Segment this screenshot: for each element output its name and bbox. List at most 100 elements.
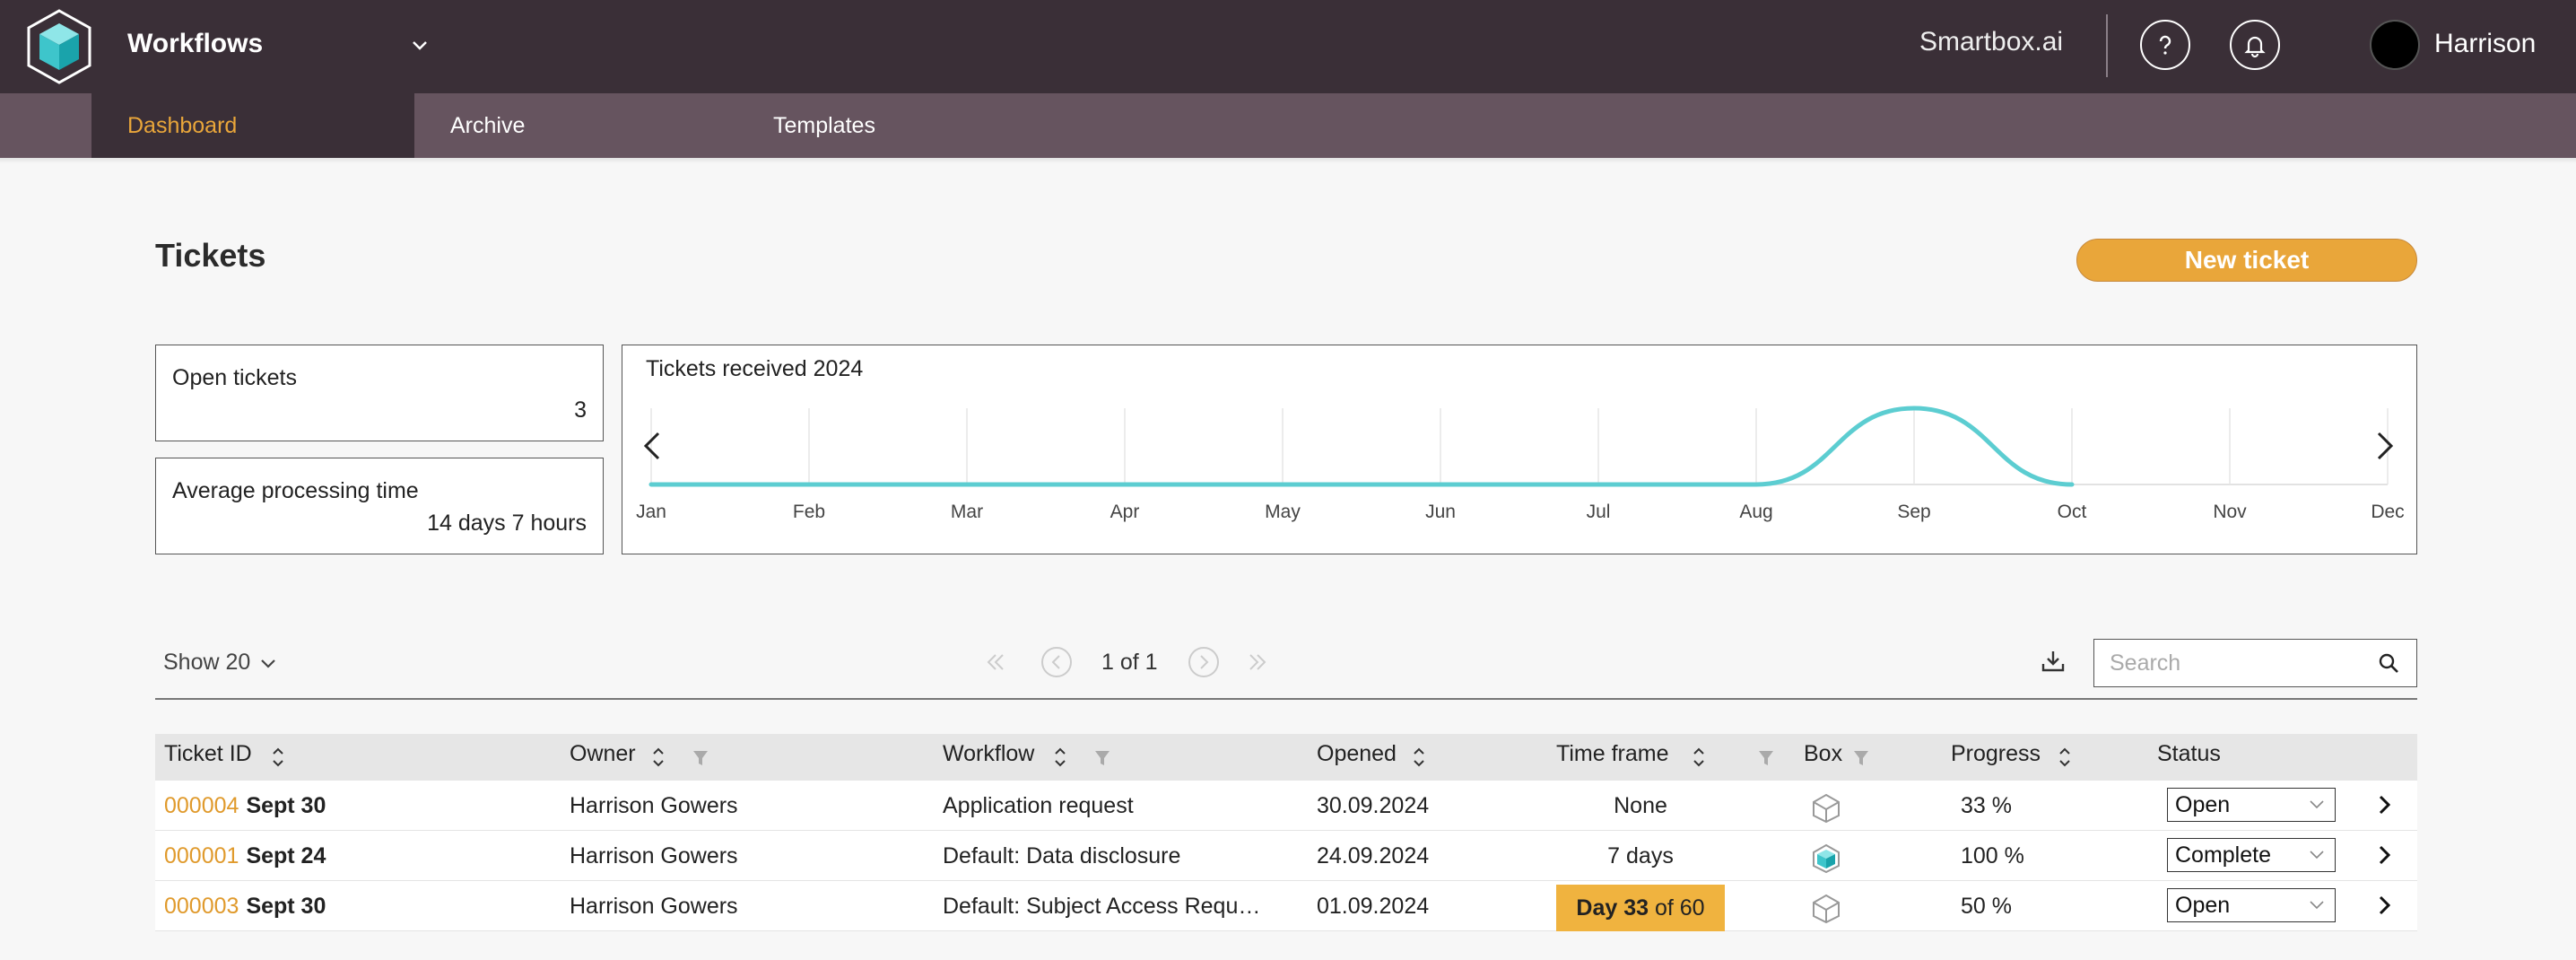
column-header-owner[interactable]: Owner: [570, 741, 636, 766]
sort-icon[interactable]: [1052, 745, 1068, 770]
notifications-button[interactable]: [2230, 20, 2280, 70]
column-header-opened[interactable]: Opened: [1317, 741, 1397, 766]
question-icon: [2159, 35, 2171, 55]
ticket-date: Sept 30: [246, 894, 326, 919]
table-row[interactable]: 000001 Sept 24 Harrison Gowers Default: D…: [155, 831, 2417, 881]
x-tick-label: Jan: [636, 502, 666, 522]
x-tick-label: Dec: [2371, 502, 2404, 522]
open-tickets-label: Open tickets: [172, 365, 297, 390]
ticket-id-link[interactable]: 000001: [164, 843, 239, 868]
x-tick-label: Apr: [1110, 502, 1140, 522]
chevron-right-icon[interactable]: [2376, 793, 2394, 816]
owner-cell: Harrison Gowers: [570, 894, 738, 919]
table-row[interactable]: 000003 Sept 30 Harrison Gowers Default: S…: [155, 881, 2417, 931]
owner-cell: Harrison Gowers: [570, 843, 738, 868]
x-tick-label: Mar: [951, 502, 983, 522]
ticket-date: Sept 30: [246, 793, 326, 818]
user-name[interactable]: Harrison: [2434, 29, 2537, 58]
top-bar: Workflows Smartbox.ai Harrison: [0, 0, 2576, 93]
chevron-right-icon[interactable]: [2376, 894, 2394, 917]
box-outline-icon: [1813, 894, 1840, 924]
chevron-left-icon[interactable]: [639, 428, 666, 464]
ticket-id-cell[interactable]: 000003 Sept 30: [164, 881, 326, 931]
opened-cell: 24.09.2024: [1317, 843, 1430, 868]
status-value: Open: [2175, 893, 2231, 918]
column-header-status: Status: [2157, 741, 2221, 766]
nav-shadow: [0, 158, 2576, 163]
app-name[interactable]: Workflows: [127, 29, 264, 58]
open-tickets-value: 3: [574, 397, 587, 423]
x-tick-label: Oct: [2058, 502, 2087, 522]
table-header: Ticket ID Owner Workflow Opened Time fra…: [155, 734, 2417, 781]
open-tickets-card: Open tickets 3: [155, 345, 604, 441]
column-header-box[interactable]: Box: [1804, 741, 1843, 766]
download-icon[interactable]: [2040, 648, 2067, 675]
box-filled-icon: [1813, 843, 1840, 874]
workflow-cell: Application request: [943, 793, 1134, 818]
column-header-progress[interactable]: Progress: [1951, 741, 2041, 766]
new-ticket-button[interactable]: New ticket: [2076, 239, 2417, 282]
x-tick-label: Aug: [1739, 502, 1772, 522]
last-page-icon[interactable]: [1241, 646, 1274, 678]
nav-bar: Dashboard Archive Templates: [0, 93, 2576, 158]
box-outline-icon: [1813, 793, 1840, 824]
search-icon[interactable]: [2377, 651, 2400, 675]
ticket-date: Sept 24: [246, 843, 326, 868]
sort-icon[interactable]: [650, 745, 666, 770]
tab-archive[interactable]: Archive: [450, 113, 526, 138]
chevron-right-icon[interactable]: [2371, 428, 2398, 464]
tickets-chart-card: Jan Feb Mar Apr May Jun Jul Aug Sep Oct Nov Dec Tic…: [622, 345, 2417, 554]
avg-processing-card: Average processing time 14 days 7 hours: [155, 458, 604, 554]
chevron-right-icon[interactable]: [2376, 843, 2394, 867]
ticket-id-link[interactable]: 000003: [164, 894, 239, 919]
table-row[interactable]: 000004 Sept 30 Harrison Gowers Applicatio…: [155, 781, 2417, 831]
ticket-id-cell[interactable]: 000001 Sept 24: [164, 831, 326, 881]
workflow-cell: Default: Subject Access Requ…: [943, 894, 1261, 919]
tab-templates[interactable]: Templates: [773, 113, 875, 138]
first-page-icon[interactable]: [979, 646, 1012, 678]
x-tick-label: Nov: [2213, 502, 2247, 522]
opened-cell: 30.09.2024: [1317, 793, 1430, 818]
chevron-down-icon: [2310, 800, 2324, 809]
search-input[interactable]: [2095, 641, 2364, 685]
avatar[interactable]: [2370, 20, 2420, 70]
filter-icon[interactable]: [1757, 748, 1775, 768]
filter-icon[interactable]: [1093, 748, 1111, 768]
status-select[interactable]: Complete: [2167, 838, 2336, 872]
chevron-down-icon: [2310, 851, 2324, 860]
tab-dashboard[interactable]: Dashboard: [91, 93, 414, 158]
filter-icon[interactable]: [692, 748, 709, 768]
status-value: Open: [2175, 792, 2231, 817]
divider: [2106, 14, 2108, 77]
sort-icon[interactable]: [1411, 745, 1427, 770]
tickets-chart: Jan Feb Mar Apr May Jun Jul Aug Sep Oct Nov Dec: [636, 406, 2405, 522]
time-frame-cell: 7 days: [1607, 843, 1674, 868]
help-button[interactable]: [2140, 20, 2190, 70]
column-header-workflow[interactable]: Workflow: [943, 741, 1035, 766]
prev-page-icon[interactable]: [1040, 646, 1073, 678]
search-box: [2093, 639, 2417, 687]
chevron-down-icon[interactable]: [409, 34, 431, 56]
sort-icon[interactable]: [1691, 745, 1707, 770]
column-header-ticket-id[interactable]: Ticket ID: [164, 741, 252, 766]
x-tick-label: Jun: [1425, 502, 1456, 522]
status-select[interactable]: Open: [2167, 888, 2336, 922]
column-header-time-frame[interactable]: Time frame: [1556, 741, 1669, 766]
time-frame-badge: Day 33 of 60: [1556, 885, 1725, 931]
workflow-cell: Default: Data disclosure: [943, 843, 1181, 868]
filter-icon[interactable]: [1852, 748, 1870, 768]
x-tick-label: Feb: [793, 502, 825, 522]
time-frame-cell: None: [1614, 793, 1667, 818]
progress-cell: 50 %: [1961, 894, 2012, 919]
chevron-down-icon[interactable]: [258, 653, 278, 673]
ticket-id-cell[interactable]: 000004 Sept 30: [164, 781, 326, 831]
sort-icon[interactable]: [270, 745, 286, 770]
ticket-id-link[interactable]: 000004: [164, 793, 239, 818]
cube-logo-icon[interactable]: [25, 9, 93, 84]
next-page-icon[interactable]: [1188, 646, 1220, 678]
status-select[interactable]: Open: [2167, 788, 2336, 822]
page-indicator: 1 of 1: [1101, 650, 1158, 675]
page-size-select[interactable]: Show 20: [163, 650, 251, 675]
divider: [155, 698, 2417, 700]
sort-icon[interactable]: [2057, 745, 2073, 770]
